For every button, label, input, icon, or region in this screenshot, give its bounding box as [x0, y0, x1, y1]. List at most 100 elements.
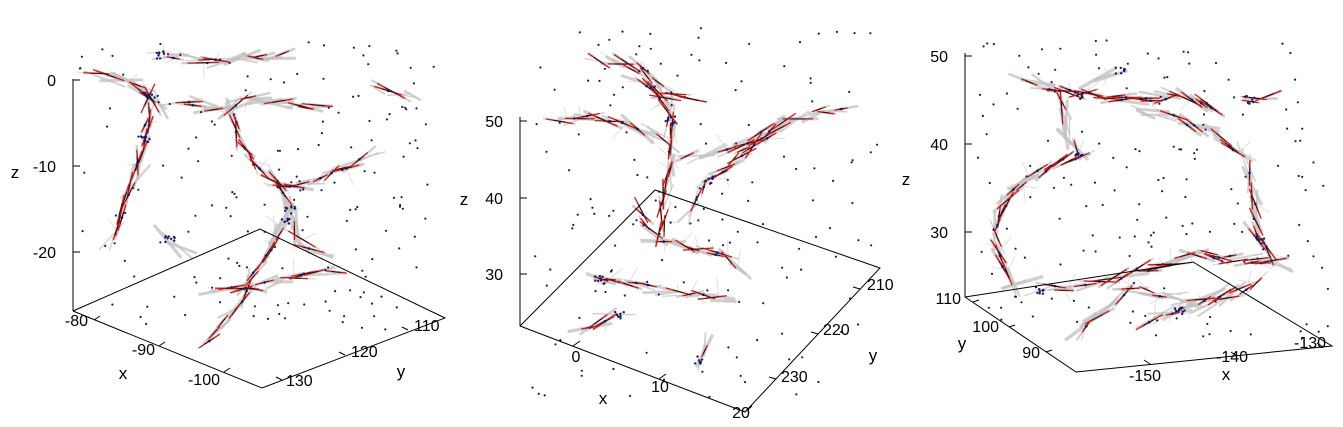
galaxy-point [1252, 217, 1255, 221]
galaxy-point [330, 171, 333, 175]
galaxy-point [1166, 76, 1169, 79]
galaxy-point [173, 239, 176, 242]
galaxy-point [263, 281, 266, 284]
galaxy-point [1144, 97, 1148, 100]
filament-core [271, 99, 286, 103]
galaxy-point [1014, 295, 1017, 298]
galaxy-point [333, 181, 336, 184]
galaxy-point [721, 244, 725, 247]
galaxy-point [296, 148, 300, 151]
galaxy-point [133, 275, 136, 278]
galaxy-point [633, 158, 636, 161]
galaxy-point [1073, 91, 1077, 94]
galaxy-point [1262, 248, 1265, 251]
filament-core [138, 148, 145, 163]
galaxy-point [1114, 66, 1118, 69]
galaxy-point [554, 343, 557, 346]
galaxy-point [1182, 50, 1185, 53]
galaxy-point [1299, 139, 1302, 142]
galaxy-point [660, 202, 663, 206]
galaxy-point [197, 160, 200, 163]
galaxy-point [307, 247, 311, 250]
galaxy-point [285, 207, 289, 210]
galaxy-point [649, 47, 652, 50]
panel-2-y-tick-label-1: 220 [823, 322, 850, 339]
filament-core [336, 167, 346, 170]
galaxy-point [635, 281, 638, 285]
filament-segment [1245, 270, 1252, 291]
filament-core [593, 317, 603, 325]
galaxy-point [167, 235, 170, 238]
filament-core [211, 329, 218, 336]
galaxy-point [1306, 240, 1309, 243]
galaxy-point [173, 295, 176, 298]
galaxy-point [1260, 242, 1263, 245]
galaxy-point [756, 339, 759, 342]
galaxy-point [159, 241, 162, 244]
filament-core [101, 72, 116, 79]
filament-segment [218, 57, 236, 64]
galaxy-point [324, 300, 327, 303]
panel-1-y-tick-label-1: 120 [351, 344, 378, 361]
panel-3-y-axis-label: y [958, 334, 967, 353]
galaxy-point [1154, 334, 1158, 337]
galaxy-point [1163, 76, 1166, 79]
filament-core [660, 207, 663, 220]
galaxy-point [288, 217, 291, 221]
galaxy-point [714, 253, 717, 256]
filament-segment [1198, 294, 1204, 308]
galaxy-point [646, 283, 650, 287]
galaxy-point [708, 395, 711, 398]
filament-segment [1007, 269, 1016, 285]
galaxy-point [101, 48, 104, 51]
filament-segment [716, 277, 719, 298]
filament-core [1179, 253, 1190, 258]
filament-segment [1137, 279, 1148, 291]
filament-segment [188, 95, 220, 109]
galaxy-point [1195, 148, 1199, 151]
galaxy-point [187, 100, 191, 104]
filament-segment [607, 268, 623, 281]
galaxy-point [669, 221, 672, 224]
galaxy-point [621, 86, 624, 89]
galaxy-point [287, 222, 291, 225]
filament-core [297, 182, 306, 186]
panel-1-x-axis-label: x [119, 364, 128, 383]
galaxy-point [120, 216, 124, 219]
galaxy-point [659, 62, 662, 65]
galaxy-point [809, 81, 812, 84]
galaxy-point [1214, 61, 1218, 65]
galaxy-point [157, 54, 160, 57]
galaxy-point [1217, 256, 1221, 259]
filament-segment [243, 97, 249, 113]
galaxy-point [252, 163, 255, 166]
filament-core [1262, 93, 1275, 99]
galaxy-point [589, 198, 592, 201]
galaxy-point [1084, 283, 1087, 287]
filament-core [654, 79, 661, 85]
galaxy-point [150, 98, 154, 102]
galaxy-point [414, 139, 417, 142]
panel-2-z-axis-label: z [460, 190, 469, 209]
galaxy-point [1289, 51, 1292, 55]
galaxy-point [705, 142, 708, 145]
galaxy-point [1062, 176, 1065, 179]
galaxy-point [1177, 308, 1181, 311]
galaxy-point [360, 326, 364, 329]
filament-core [277, 231, 282, 238]
galaxy-point [1212, 256, 1215, 260]
galaxy-point [1287, 254, 1290, 257]
galaxy-point [246, 75, 249, 78]
filament-core [686, 97, 700, 101]
galaxy-point [740, 80, 743, 83]
panel-2-y-tick-0 [852, 286, 861, 290]
galaxy-point [756, 241, 759, 244]
galaxy-point [992, 228, 995, 231]
galaxy-point [614, 310, 617, 314]
galaxy-point [1174, 309, 1178, 312]
filament-core [384, 87, 398, 95]
galaxy-point [1025, 175, 1028, 178]
galaxy-point [362, 291, 365, 294]
filament-segment [627, 125, 662, 137]
galaxy-point [689, 222, 692, 225]
